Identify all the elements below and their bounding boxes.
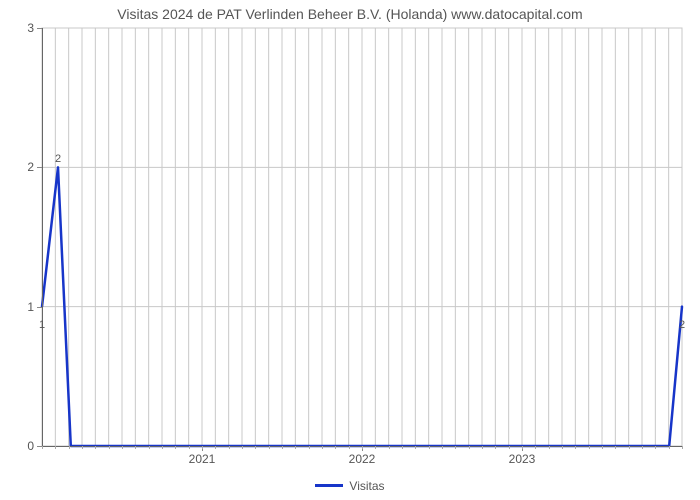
legend-label: Visitas [349,479,384,493]
x-minor-tick [402,446,403,449]
x-minor-tick [362,446,363,449]
x-minor-tick [215,446,216,449]
x-minor-tick [255,446,256,449]
x-minor-tick [349,446,350,449]
x-minor-tick [562,446,563,449]
point-label: 1 [39,319,45,331]
x-minor-tick [629,446,630,449]
x-minor-tick [82,446,83,449]
x-minor-tick [202,446,203,449]
x-minor-tick [575,446,576,449]
x-minor-tick [655,446,656,449]
x-minor-tick [429,446,430,449]
x-minor-tick [242,446,243,449]
x-minor-tick [682,446,683,449]
y-tick-mark [37,28,42,29]
x-minor-tick [175,446,176,449]
x-minor-tick [149,446,150,449]
chart-title: Visitas 2024 de PAT Verlinden Beheer B.V… [0,6,700,22]
x-minor-tick [469,446,470,449]
x-minor-tick [389,446,390,449]
x-minor-tick [589,446,590,449]
x-minor-tick [135,446,136,449]
x-minor-tick [295,446,296,449]
data-line [42,28,682,446]
x-minor-tick [549,446,550,449]
x-minor-tick [442,446,443,449]
x-minor-tick [122,446,123,449]
x-minor-tick [282,446,283,449]
x-minor-tick [309,446,310,449]
chart-container: Visitas 2024 de PAT Verlinden Beheer B.V… [0,0,700,500]
x-minor-tick [269,446,270,449]
x-minor-tick [375,446,376,449]
x-minor-tick [535,446,536,449]
x-minor-tick [455,446,456,449]
point-label: 2 [55,153,61,165]
x-minor-tick [482,446,483,449]
x-minor-tick [42,446,43,449]
x-minor-tick [669,446,670,449]
x-minor-tick [522,446,523,449]
x-minor-tick [69,446,70,449]
legend-swatch [315,484,343,487]
x-minor-tick [95,446,96,449]
x-minor-tick [509,446,510,449]
x-minor-tick [189,446,190,449]
y-tick-mark [37,167,42,168]
x-minor-tick [229,446,230,449]
x-minor-tick [322,446,323,449]
x-minor-tick [602,446,603,449]
x-minor-tick [335,446,336,449]
plot-area: 0123202120222023122 [42,28,682,446]
x-minor-tick [642,446,643,449]
legend: Visitas [0,478,700,493]
y-axis [42,28,43,446]
x-minor-tick [615,446,616,449]
y-tick-mark [37,307,42,308]
x-minor-tick [162,446,163,449]
x-minor-tick [415,446,416,449]
x-minor-tick [495,446,496,449]
x-minor-tick [55,446,56,449]
point-label: 2 [679,319,685,331]
x-minor-tick [109,446,110,449]
